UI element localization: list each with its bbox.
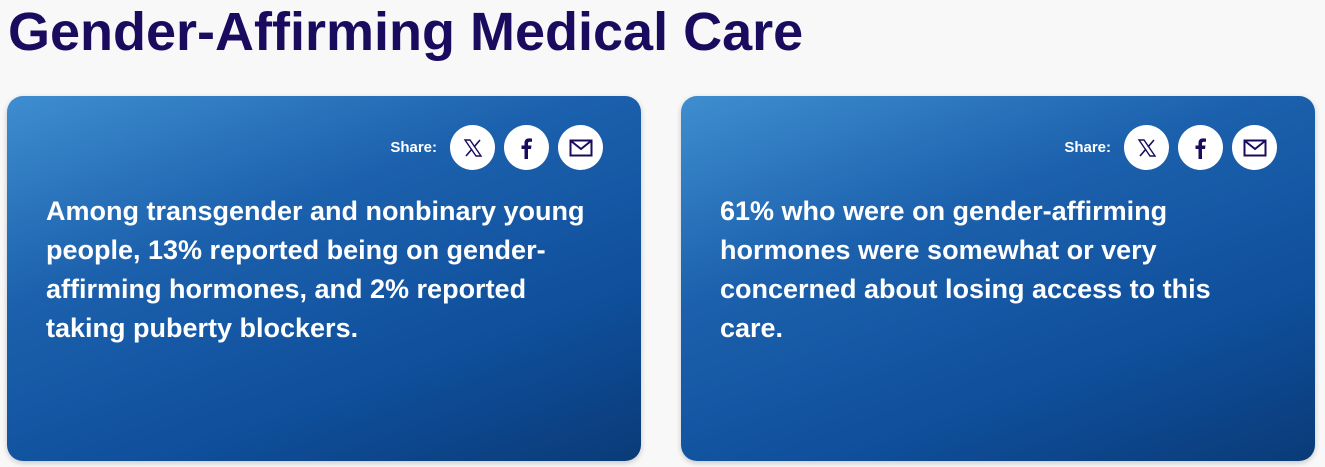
facebook-icon <box>1195 137 1206 159</box>
share-email-button[interactable] <box>1232 125 1277 170</box>
facebook-icon <box>521 137 532 159</box>
share-facebook-button[interactable] <box>504 125 549 170</box>
share-bar: Share: <box>390 125 603 170</box>
email-icon <box>1243 139 1266 156</box>
stat-card: Share: Among transgender and nonbinary y… <box>7 96 641 461</box>
share-facebook-button[interactable] <box>1178 125 1223 170</box>
share-bar: Share: <box>1064 125 1277 170</box>
stat-card: Share: 61% who were on gender-affirming … <box>681 96 1315 461</box>
share-x-button[interactable] <box>1124 125 1169 170</box>
x-icon <box>1137 138 1156 157</box>
stat-text: 61% who were on gender-affirming hormone… <box>720 196 1211 343</box>
share-label: Share: <box>1064 139 1111 156</box>
email-icon <box>569 139 592 156</box>
x-icon <box>463 138 482 157</box>
share-email-button[interactable] <box>558 125 603 170</box>
share-label: Share: <box>390 139 437 156</box>
page-title: Gender-Affirming Medical Care <box>8 2 804 62</box>
stat-text: Among transgender and nonbinary young pe… <box>46 196 585 343</box>
share-x-button[interactable] <box>450 125 495 170</box>
